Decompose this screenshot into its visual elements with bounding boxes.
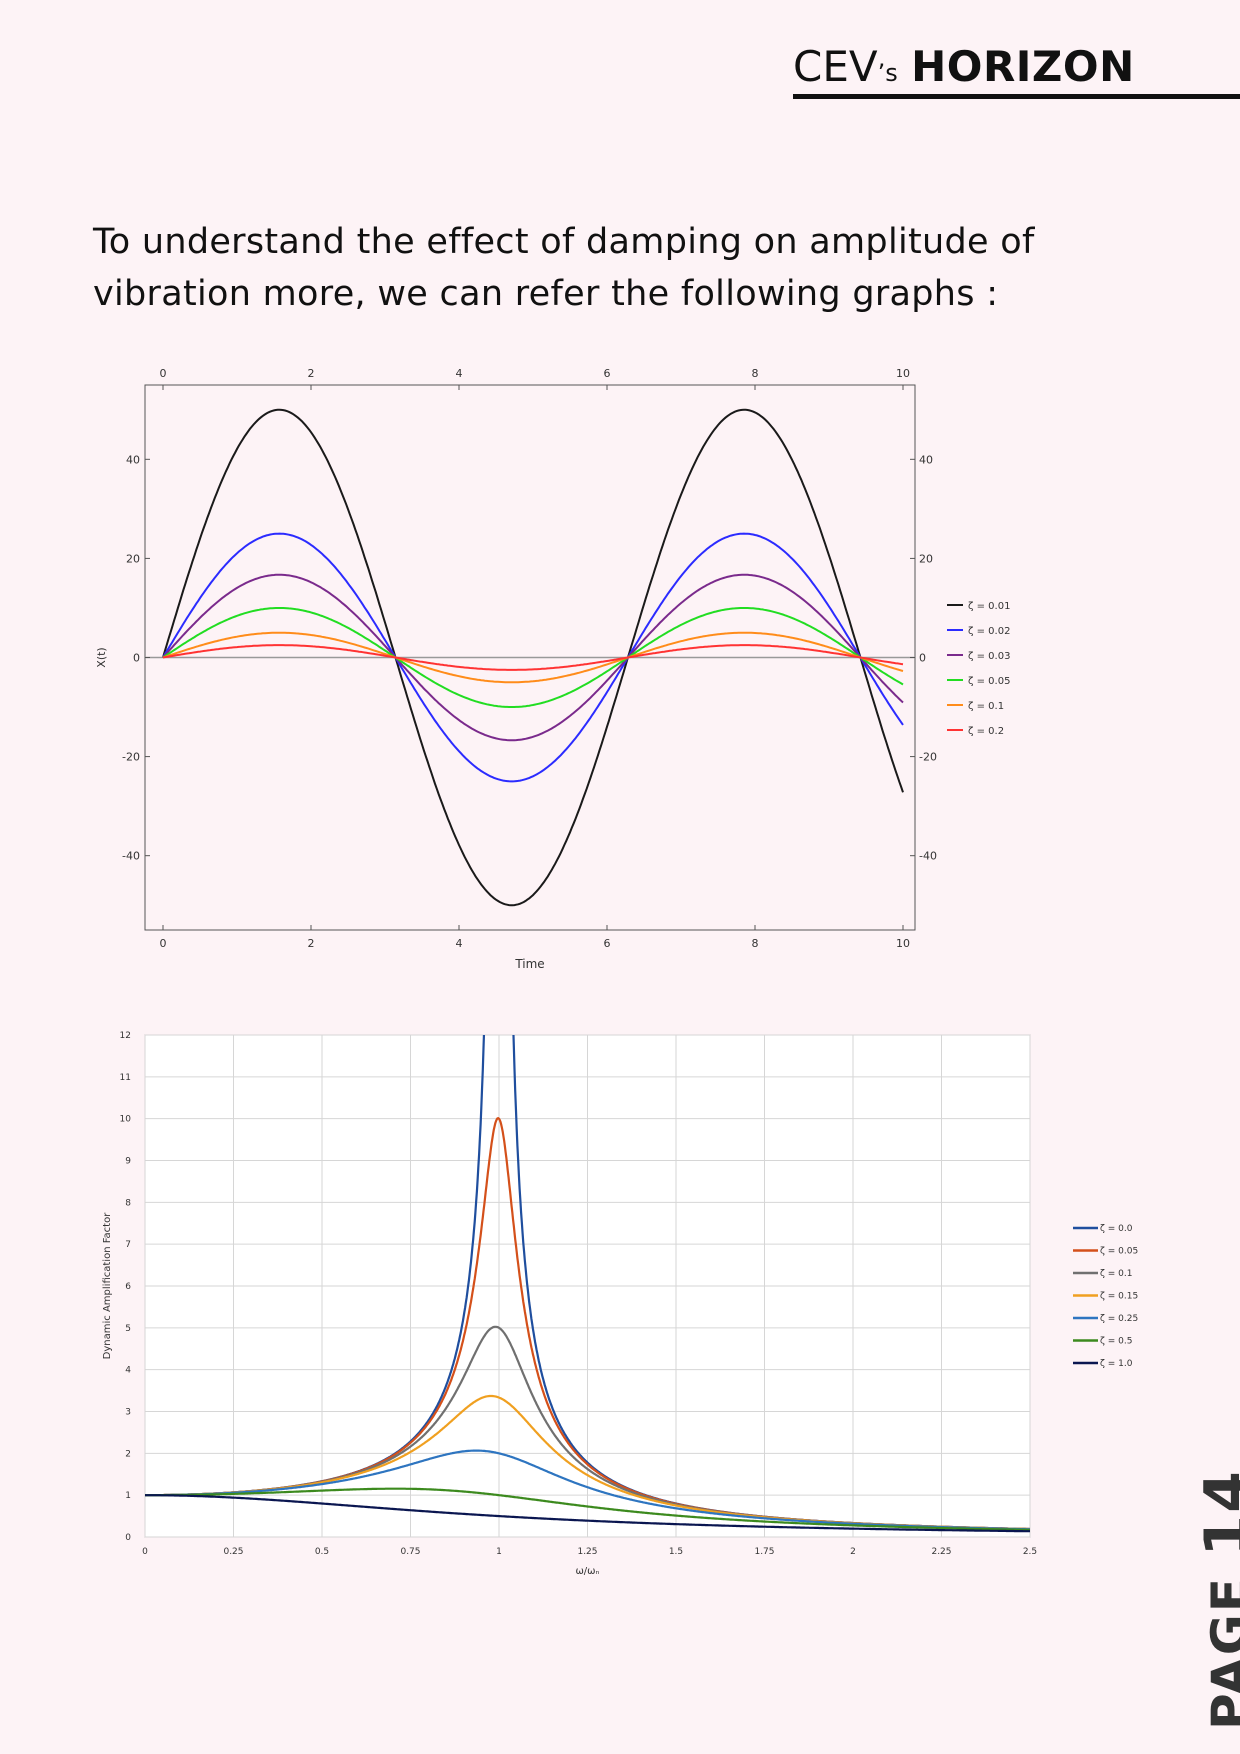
x-tick-label: 0 xyxy=(160,937,167,950)
page-word: PAGE xyxy=(1201,1576,1240,1730)
series-line xyxy=(145,1449,1030,1531)
series-line xyxy=(162,532,904,783)
x-tick-label: 0.25 xyxy=(223,1547,243,1557)
y-tick-label-right: -40 xyxy=(919,850,937,863)
legend-label: ζ = 0.05 xyxy=(968,676,1010,687)
y-tick-label: 6 xyxy=(125,1282,131,1292)
y-tick-label: 20 xyxy=(126,552,140,565)
x-tick-label: 1.5 xyxy=(669,1547,683,1557)
x-tick-label: 10 xyxy=(896,937,910,950)
y-tick-label: 7 xyxy=(125,1240,131,1250)
legend-label: ζ = 0.05 xyxy=(1100,1247,1138,1257)
legend-label: ζ = 0.2 xyxy=(968,726,1004,737)
y-tick-label: 12 xyxy=(120,1031,131,1041)
x-tick-label: 2 xyxy=(850,1547,856,1557)
series-line xyxy=(162,644,904,671)
y-tick-label: 1 xyxy=(125,1491,131,1501)
amplification-factor-chart: 0 0.25 0.5 0.75 1 1.25 1.5 1.75 2 2.25 2.5 0 1 2 3 4 5 6 7… xyxy=(95,1025,1155,1580)
y-tick-label: 0 xyxy=(133,652,140,665)
y-tick-label: 2 xyxy=(125,1449,131,1459)
x-tick-label-top: 4 xyxy=(456,367,463,380)
y-tick-label: -20 xyxy=(122,751,140,764)
x-axis-label: Time xyxy=(514,957,544,971)
y-tick-label: 0 xyxy=(125,1533,131,1543)
brand-title: CEV’s HORIZON xyxy=(793,42,1135,98)
x-tick-label: 1.25 xyxy=(577,1547,597,1557)
x-tick-label: 2.25 xyxy=(931,1547,951,1557)
x-tick-label-top: 8 xyxy=(752,367,759,380)
displacement-time-chart: 0 0 2 2 4 4 6 6 8 8 10 10 40 40 20 20 0 0 -20 -20 -40 -40 Time… xyxy=(95,360,1065,975)
y-axis-label: X(t) xyxy=(95,647,108,667)
y-tick-label: 8 xyxy=(125,1198,131,1208)
legend-label: ζ = 0.25 xyxy=(1100,1314,1138,1324)
brand-header: CEV’s HORIZON xyxy=(793,38,1240,100)
x-tick-label: 2.5 xyxy=(1023,1547,1037,1557)
series-line xyxy=(145,1487,1030,1531)
series-line xyxy=(162,408,904,907)
displacement-time-svg: 0 0 2 2 4 4 6 6 8 8 10 10 40 40 20 20 0 0 -20 -20 -40 -40 Time… xyxy=(95,367,1010,971)
x-tick-label-top: 10 xyxy=(896,367,910,380)
x-tick-label: 1 xyxy=(496,1547,502,1557)
series-line xyxy=(162,631,904,684)
y-tick-label-right: 0 xyxy=(919,652,926,665)
legend-label: ζ = 0.03 xyxy=(968,651,1010,662)
x-tick-label: 0.5 xyxy=(315,1547,329,1557)
x-tick-label: 0.75 xyxy=(400,1547,420,1557)
y-tick-label-right: 40 xyxy=(919,453,933,466)
y-axis-label: Dynamic Amplification Factor xyxy=(102,1212,113,1360)
y-tick-label: -40 xyxy=(122,850,140,863)
y-tick-label: 3 xyxy=(125,1408,131,1418)
y-tick-label-right: 20 xyxy=(919,552,933,565)
legend-label: ζ = 0.15 xyxy=(1100,1292,1138,1302)
page-number-value: 14 xyxy=(1192,1469,1240,1557)
x-tick-label-top: 6 xyxy=(604,367,611,380)
y-tick-label: 40 xyxy=(126,453,140,466)
legend-label: ζ = 0.01 xyxy=(968,601,1010,612)
x-axis-label: ω/ωₙ xyxy=(575,1566,599,1577)
x-tick-label-top: 2 xyxy=(308,367,315,380)
x-tick-label: 8 xyxy=(752,937,759,950)
y-tick-label: 9 xyxy=(125,1157,131,1167)
brand-prefix: CEV xyxy=(793,42,878,91)
series-line xyxy=(145,1494,1030,1533)
series-line xyxy=(162,573,904,742)
legend-label: ζ = 0.0 xyxy=(1100,1224,1133,1234)
y-tick-label: 11 xyxy=(120,1073,131,1083)
legend-label: ζ = 0.1 xyxy=(968,701,1004,712)
x-tick-label: 1.75 xyxy=(754,1547,774,1557)
legend-label: ζ = 0.5 xyxy=(1100,1337,1132,1347)
y-tick-label-right: -20 xyxy=(919,751,937,764)
x-tick-label-top: 0 xyxy=(160,367,167,380)
y-tick-label: 5 xyxy=(125,1324,131,1334)
x-tick-label: 4 xyxy=(456,937,463,950)
y-tick-label: 4 xyxy=(125,1366,131,1376)
amplification-factor-svg: 0 0.25 0.5 0.75 1 1.25 1.5 1.75 2 2.25 2.501234567… xyxy=(102,1031,1138,1577)
y-tick-label: 10 xyxy=(120,1115,132,1125)
intro-paragraph: To understand the effect of damping on a… xyxy=(93,222,1035,314)
legend-label: ζ = 0.1 xyxy=(1100,1269,1132,1279)
x-tick-label: 2 xyxy=(308,937,315,950)
legend-label: ζ = 0.02 xyxy=(968,626,1010,637)
series-line xyxy=(162,607,904,708)
legend-label: ζ = 1.0 xyxy=(1100,1359,1133,1369)
x-tick-label: 0 xyxy=(142,1547,148,1557)
brand-name: HORIZON xyxy=(911,42,1135,91)
header-underline xyxy=(793,94,1240,99)
x-tick-label: 6 xyxy=(604,937,611,950)
brand-possessive: ’s xyxy=(877,59,898,87)
page-number: PAGE 14 xyxy=(1192,1469,1240,1730)
